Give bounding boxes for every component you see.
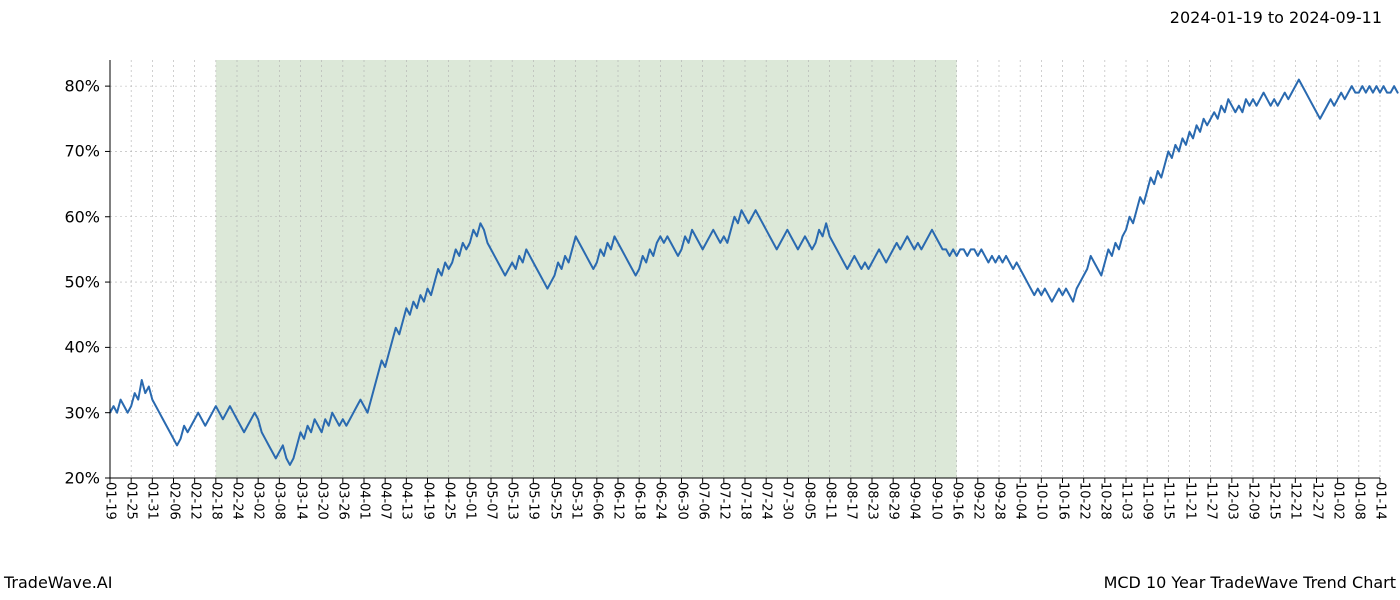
x-tick-label: 03-26 <box>335 482 350 520</box>
shaded-region <box>216 60 957 478</box>
x-tick-label: 08-29 <box>886 482 901 520</box>
x-tick-label: 01-02 <box>1330 482 1345 520</box>
y-tick-label: 40% <box>10 338 100 357</box>
x-tick-label: 11-03 <box>1119 482 1134 520</box>
x-tick-label: 07-24 <box>759 482 774 520</box>
x-tick-label: 03-14 <box>293 482 308 520</box>
y-tick-label: 50% <box>10 273 100 292</box>
x-tick-label: 10-16 <box>1055 482 1070 520</box>
x-tick-label: 05-25 <box>547 482 562 520</box>
footer-brand: TradeWave.AI <box>4 573 112 592</box>
x-tick-label: 09-28 <box>992 482 1007 520</box>
x-tick-label: 09-04 <box>907 482 922 520</box>
x-tick-label: 12-15 <box>1267 482 1282 520</box>
x-tick-label: 11-27 <box>1203 482 1218 520</box>
x-tick-label: 07-12 <box>716 482 731 520</box>
x-tick-label: 10-04 <box>1013 482 1028 520</box>
x-tick-label: 10-22 <box>1076 482 1091 520</box>
x-tick-label: 09-22 <box>970 482 985 520</box>
trend-chart-svg <box>110 60 1380 478</box>
x-tick-label: 10-10 <box>1034 482 1049 520</box>
y-tick-label: 30% <box>10 403 100 422</box>
date-range-title: 2024-01-19 to 2024-09-11 <box>1170 8 1382 27</box>
x-tick-label: 06-24 <box>653 482 668 520</box>
x-tick-label: 08-23 <box>865 482 880 520</box>
x-tick-label: 01-31 <box>145 482 160 520</box>
x-tick-label: 05-07 <box>484 482 499 520</box>
x-tick-label: 05-13 <box>505 482 520 520</box>
x-tick-label: 02-06 <box>166 482 181 520</box>
x-tick-label: 11-15 <box>1161 482 1176 520</box>
x-tick-label: 07-06 <box>695 482 710 520</box>
x-tick-label: 01-25 <box>124 482 139 520</box>
x-tick-label: 04-19 <box>420 482 435 520</box>
x-tick-label: 04-01 <box>357 482 372 520</box>
x-tick-label: 11-21 <box>1182 482 1197 520</box>
x-tick-label: 03-08 <box>272 482 287 520</box>
x-tick-label: 05-01 <box>462 482 477 520</box>
x-tick-label: 03-02 <box>251 482 266 520</box>
y-tick-label: 20% <box>10 469 100 488</box>
y-tick-label: 60% <box>10 207 100 226</box>
x-tick-label: 01-14 <box>1373 482 1388 520</box>
plot-area <box>110 60 1380 478</box>
footer-chart-title: MCD 10 Year TradeWave Trend Chart <box>1104 573 1396 592</box>
x-tick-label: 06-06 <box>589 482 604 520</box>
x-tick-label: 02-12 <box>187 482 202 520</box>
x-tick-label: 08-11 <box>822 482 837 520</box>
x-tick-label: 01-08 <box>1351 482 1366 520</box>
x-tick-label: 02-24 <box>230 482 245 520</box>
x-tick-label: 12-03 <box>1224 482 1239 520</box>
x-tick-label: 08-17 <box>843 482 858 520</box>
x-tick-label: 05-31 <box>568 482 583 520</box>
x-tick-label: 09-10 <box>928 482 943 520</box>
y-tick-label: 70% <box>10 142 100 161</box>
x-tick-label: 04-13 <box>399 482 414 520</box>
x-tick-label: 03-20 <box>314 482 329 520</box>
y-tick-label: 80% <box>10 77 100 96</box>
x-tick-label: 06-12 <box>611 482 626 520</box>
x-tick-label: 05-19 <box>526 482 541 520</box>
x-tick-label: 08-05 <box>801 482 816 520</box>
x-tick-label: 12-21 <box>1288 482 1303 520</box>
x-tick-label: 12-09 <box>1246 482 1261 520</box>
x-tick-label: 09-16 <box>949 482 964 520</box>
x-tick-label: 01-19 <box>103 482 118 520</box>
x-tick-label: 06-18 <box>632 482 647 520</box>
x-tick-label: 11-09 <box>1140 482 1155 520</box>
chart-container: 2024-01-19 to 2024-09-11 20% 30% 40% 50% 60%… <box>0 0 1400 600</box>
x-tick-label: 10-28 <box>1097 482 1112 520</box>
x-tick-label: 04-07 <box>378 482 393 520</box>
x-tick-label: 06-30 <box>674 482 689 520</box>
x-tick-label: 07-30 <box>780 482 795 520</box>
x-tick-label: 02-18 <box>208 482 223 520</box>
x-tick-label: 07-18 <box>738 482 753 520</box>
x-tick-label: 12-27 <box>1309 482 1324 520</box>
x-tick-label: 04-25 <box>441 482 456 520</box>
